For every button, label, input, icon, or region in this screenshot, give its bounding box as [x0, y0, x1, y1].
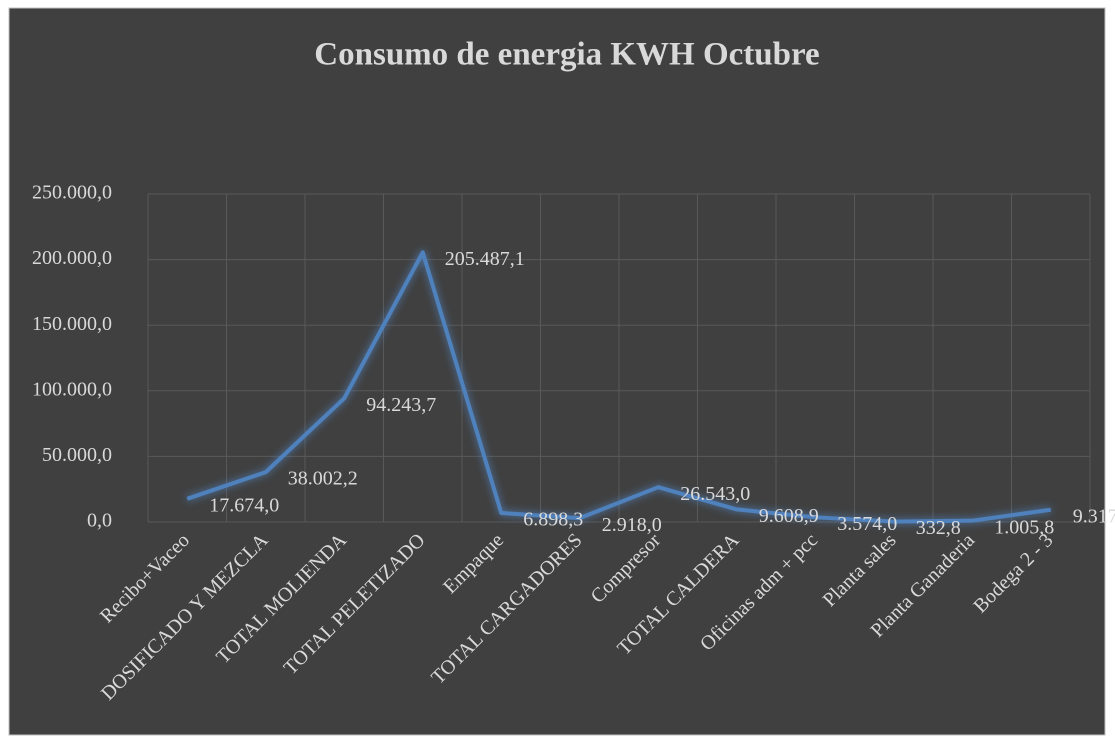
data-label: 332,8 — [916, 517, 961, 539]
chart-title: Consumo de energia KWH Octubre — [314, 37, 819, 73]
y-tick-label: 100.000,0 — [32, 378, 112, 400]
chart-background — [8, 7, 1106, 736]
data-label: 205.487,1 — [445, 248, 525, 270]
y-tick-label: 0,0 — [87, 510, 112, 532]
y-tick-label: 150.000,0 — [32, 313, 112, 335]
data-label: 38.002,2 — [288, 468, 358, 490]
y-tick-label: 200.000,0 — [32, 247, 112, 269]
data-label: 6.898,3 — [523, 509, 583, 531]
data-label: 2.918,0 — [602, 514, 662, 536]
data-label: 26.543,0 — [680, 483, 750, 505]
y-tick-label: 250.000,0 — [32, 182, 112, 204]
data-label: 9.608,9 — [759, 505, 819, 527]
data-label: 1.005,8 — [994, 516, 1054, 538]
data-label: 3.574,0 — [837, 513, 897, 535]
data-label: 9.317,0 — [1073, 505, 1115, 527]
data-line — [186, 250, 1052, 524]
data-label: 17.674,0 — [209, 494, 279, 516]
y-tick-label: 50.000,0 — [42, 444, 112, 466]
data-label: 94.243,7 — [366, 394, 436, 416]
